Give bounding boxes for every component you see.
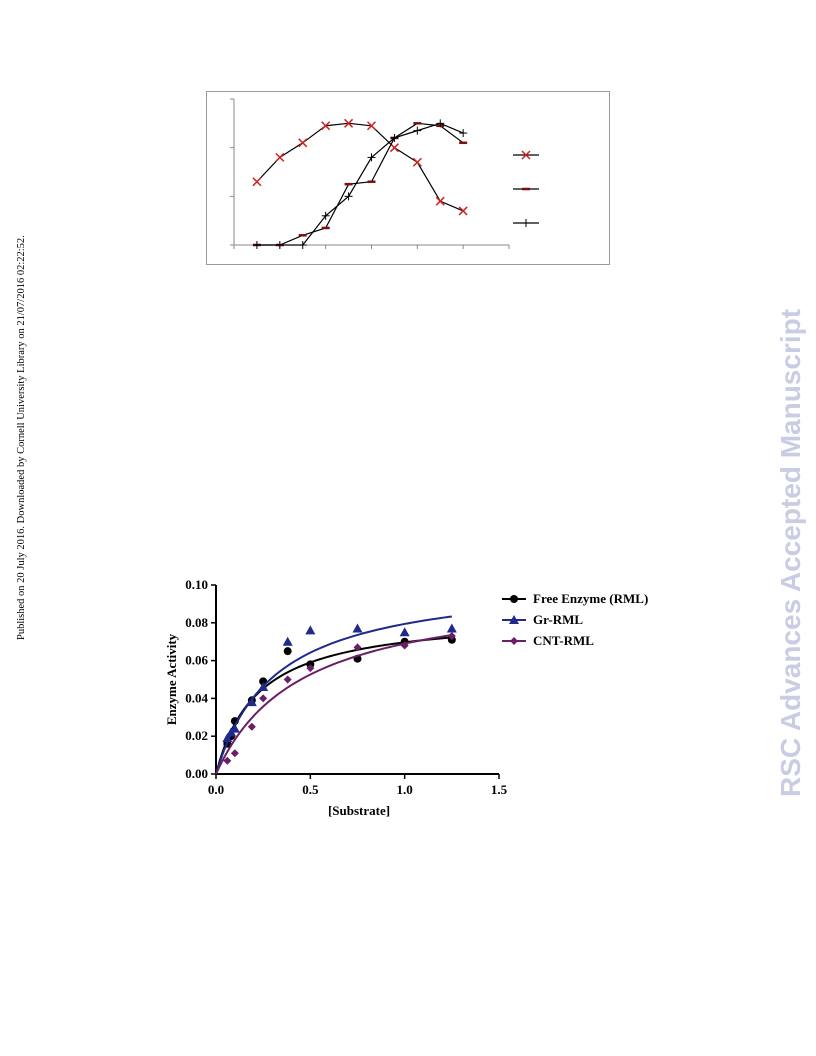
kinetics-point-3 xyxy=(247,722,256,731)
top-series-1-point xyxy=(389,143,399,153)
top-series-3-point xyxy=(321,211,330,220)
kinetics-legend-marker-2 xyxy=(509,615,519,624)
kinetics-x-tick-label: 1.0 xyxy=(397,782,413,797)
kinetics-x-tick-label: 1.5 xyxy=(491,782,508,797)
top-chart-legend-entry-1 xyxy=(513,150,539,160)
kinetics-y-tick-label: 0.02 xyxy=(185,728,208,743)
top-legend-marker-3 xyxy=(522,219,530,227)
kinetics-x-axis-label: [Substrate] xyxy=(328,803,390,818)
kinetics-point-3 xyxy=(306,664,315,673)
top-series-1-point xyxy=(275,152,285,162)
kinetics-axes: 0.00 0.02 0.04 0.06 0.08 0.10 0.0 0.5 1.0 1.5 xyxy=(185,577,507,797)
kinetics-point-3 xyxy=(283,675,292,684)
kinetics-point-3 xyxy=(259,694,268,703)
top-series-1-point xyxy=(298,138,308,148)
kinetics-legend-marker-1 xyxy=(510,595,518,603)
top-series-3-point xyxy=(344,192,353,201)
kinetics-series-3 xyxy=(215,632,456,775)
top-series-1-line xyxy=(256,122,464,212)
top-chart-axes xyxy=(230,98,510,249)
kinetics-legend-label-1: Free Enzyme (RML) xyxy=(533,591,648,606)
kinetics-fit-curve-3 xyxy=(215,634,452,775)
kinetics-legend-label-3: CNT-RML xyxy=(533,633,594,648)
kinetics-point-2 xyxy=(258,682,269,692)
publication-side-note: Published on 20 July 2016. Downloaded by… xyxy=(12,230,30,650)
top-series-3-point xyxy=(459,129,468,138)
top-series-3-point xyxy=(298,241,307,249)
top-series-1-point xyxy=(458,206,468,216)
kinetics-legend-entry-3: CNT-RML xyxy=(502,633,594,648)
kinetics-point-2 xyxy=(399,627,410,637)
kinetics-point-2 xyxy=(352,623,363,633)
kinetics-x-tick-label: 0.5 xyxy=(302,782,319,797)
top-series-3-line xyxy=(256,122,464,246)
top-series-2-line xyxy=(256,122,464,246)
top-series-1-point xyxy=(344,118,354,128)
top-series-3-point xyxy=(390,133,399,142)
top-legend-marker-1 xyxy=(521,150,531,160)
publication-note-text: Published on 20 July 2016. Downloaded by… xyxy=(16,235,27,640)
top-series-3-point xyxy=(436,119,445,128)
kinetics-point-3 xyxy=(447,632,456,641)
top-series-1-point xyxy=(321,121,331,131)
kinetics-legend-label-2: Gr-RML xyxy=(533,612,583,627)
kinetics-point-2 xyxy=(305,625,316,635)
kinetics-point-3 xyxy=(400,641,409,650)
top-series-1-point xyxy=(366,121,377,131)
figure-top-frame xyxy=(206,91,610,265)
kinetics-fit-curve-2 xyxy=(215,615,452,775)
kinetics-legend-entry-2: Gr-RML xyxy=(502,612,583,627)
kinetics-point-3 xyxy=(223,756,232,765)
kinetics-point-2 xyxy=(446,623,457,633)
top-series-3-point xyxy=(367,153,376,162)
top-series-1-point xyxy=(412,157,422,167)
kinetics-point-2 xyxy=(246,697,257,707)
kinetics-y-tick-label: 0.04 xyxy=(185,690,208,705)
kinetics-point-3 xyxy=(230,749,239,758)
top-chart-series-3 xyxy=(252,119,468,249)
kinetics-legend-entry-1: Free Enzyme (RML) xyxy=(502,591,648,606)
kinetics-point-2 xyxy=(222,733,233,743)
top-series-3-point xyxy=(252,241,261,249)
kinetics-y-tick-label: 0.10 xyxy=(185,577,208,592)
top-series-3-point xyxy=(413,126,422,135)
kinetics-point-1 xyxy=(283,647,292,656)
enzyme-kinetics-chart: 0.00 0.02 0.04 0.06 0.08 0.10 0.0 0.5 1.0 1.5 [Sub… xyxy=(164,577,648,818)
kinetics-x-tick-label: 0.0 xyxy=(208,782,224,797)
top-chart-series-2 xyxy=(252,122,468,247)
top-series-1-point xyxy=(435,196,445,206)
kinetics-legend-marker-3 xyxy=(510,637,518,645)
top-line-chart xyxy=(230,98,539,249)
kinetics-y-tick-label: 0.00 xyxy=(185,766,208,781)
kinetics-point-3 xyxy=(353,643,362,652)
accepted-manuscript-watermark: RSC Advances Accepted Manuscript xyxy=(772,260,812,800)
top-series-3-point xyxy=(275,241,284,249)
top-series-1-point xyxy=(252,177,262,187)
kinetics-y-tick-label: 0.08 xyxy=(185,615,208,630)
kinetics-y-axis-label: Enzyme Activity xyxy=(164,633,179,725)
kinetics-y-tick-label: 0.06 xyxy=(185,653,208,668)
kinetics-point-2 xyxy=(229,723,240,733)
top-chart-legend-entry-3 xyxy=(513,219,539,227)
top-chart-series-1 xyxy=(252,118,468,216)
watermark-text: RSC Advances Accepted Manuscript xyxy=(775,308,806,797)
kinetics-point-2 xyxy=(282,636,293,646)
kinetics-series-2 xyxy=(215,615,457,775)
